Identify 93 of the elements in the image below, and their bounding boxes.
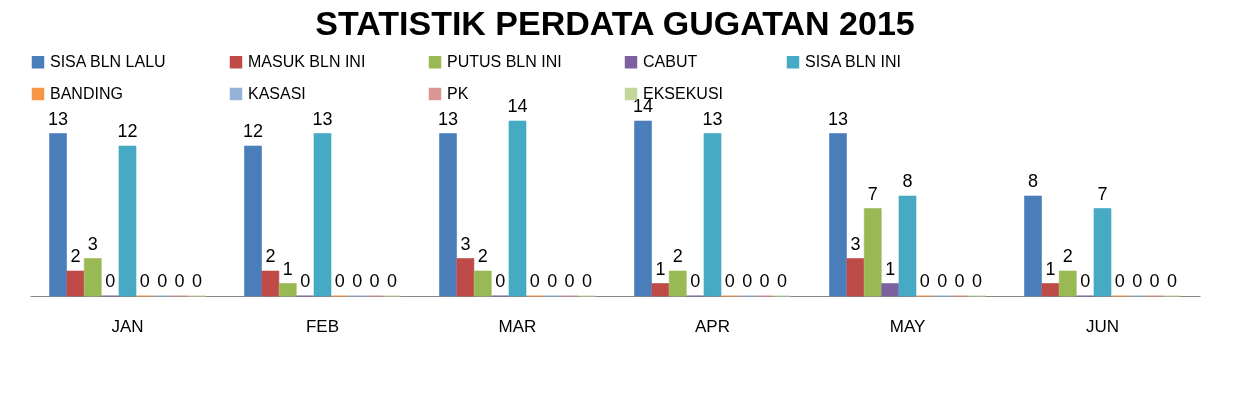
- data-label: 0: [742, 271, 753, 291]
- data-label: 0: [919, 271, 930, 291]
- data-label: 12: [117, 121, 138, 141]
- data-label: 2: [70, 246, 81, 266]
- bar: [881, 283, 899, 297]
- legend-label: MASUK BLN INI: [248, 53, 366, 71]
- x-tick-label: MAR: [498, 316, 537, 336]
- data-label: 0: [1166, 271, 1177, 291]
- data-label: 0: [690, 271, 701, 291]
- legend-label: BANDING: [50, 85, 123, 102]
- data-label: 0: [1149, 271, 1160, 291]
- data-label: 0: [547, 271, 558, 291]
- legend-label: PK: [447, 85, 469, 102]
- data-label: 0: [776, 271, 787, 291]
- data-label: 8: [902, 171, 913, 191]
- data-label: 0: [157, 271, 168, 291]
- bar: [1093, 208, 1112, 297]
- data-label: 0: [300, 271, 311, 291]
- data-label: 3: [850, 233, 861, 254]
- legend-label: SISA BLN LALU: [50, 53, 166, 71]
- bar: [261, 270, 280, 297]
- bar: [313, 133, 332, 297]
- data-label: 0: [334, 271, 345, 291]
- data-label: 13: [828, 108, 849, 129]
- data-label: 2: [265, 246, 276, 266]
- data-label: 2: [672, 246, 683, 266]
- data-label: 0: [1114, 271, 1125, 291]
- data-label: 0: [352, 271, 363, 291]
- bar: [456, 258, 475, 297]
- bar: [634, 120, 652, 297]
- data-label: 0: [1080, 271, 1091, 291]
- legend-label: KASASI: [248, 85, 306, 102]
- bar: [829, 133, 847, 297]
- x-tick-label: APR: [695, 316, 730, 336]
- data-label: 0: [724, 271, 735, 291]
- data-label: 0: [105, 271, 116, 291]
- data-label: 8: [1028, 171, 1039, 191]
- bar: [1041, 283, 1060, 297]
- data-label: 0: [971, 271, 982, 291]
- data-label: 0: [937, 271, 948, 291]
- data-label: 0: [495, 271, 506, 291]
- bar: [118, 145, 137, 297]
- data-label: 12: [243, 121, 264, 141]
- data-label: 13: [702, 108, 723, 129]
- bar: [83, 258, 102, 297]
- data-label: 3: [460, 233, 471, 254]
- legend-label: PUTUS BLN INI: [447, 53, 562, 71]
- data-label: 3: [87, 233, 98, 254]
- chart-title: STATISTIK PERDATA GUGATAN 2015: [315, 4, 915, 42]
- x-tick-label: MAY: [889, 316, 926, 336]
- bar: [244, 145, 262, 297]
- data-label: 0: [139, 271, 150, 291]
- data-label: 13: [312, 108, 333, 129]
- data-label: 2: [1062, 246, 1073, 266]
- bar: [49, 133, 67, 297]
- data-label: 0: [386, 271, 397, 291]
- bar: [863, 208, 882, 297]
- bar: [278, 283, 297, 297]
- data-label: 7: [867, 183, 878, 204]
- bar: [846, 258, 865, 297]
- data-label: 2: [477, 246, 488, 266]
- x-tick-label: JAN: [111, 316, 144, 336]
- data-label: 1: [885, 258, 896, 279]
- data-label: 0: [759, 271, 770, 291]
- legend-label: CABUT: [643, 53, 698, 71]
- data-label: 7: [1097, 183, 1108, 204]
- legend-label: SISA BLN INI: [805, 53, 902, 71]
- data-label: 0: [174, 271, 185, 291]
- bar: [1058, 270, 1077, 297]
- bar: [668, 270, 687, 297]
- data-label: 14: [507, 96, 528, 116]
- bar: [1024, 195, 1042, 297]
- data-label: 0: [369, 271, 380, 291]
- data-label: 0: [1132, 271, 1143, 291]
- bar: [473, 270, 492, 297]
- bar: [66, 270, 85, 297]
- data-label: 1: [1045, 258, 1056, 279]
- data-label: 1: [282, 258, 293, 279]
- bar: [898, 195, 917, 297]
- bar: [703, 133, 722, 297]
- data-label: 13: [438, 108, 459, 129]
- x-tick-label: FEB: [305, 316, 340, 336]
- bar: [508, 120, 527, 297]
- data-label: 0: [954, 271, 965, 291]
- bar: [651, 283, 670, 297]
- data-label: 0: [529, 271, 540, 291]
- data-label: 0: [191, 271, 202, 291]
- data-label: 0: [564, 271, 575, 291]
- bar: [439, 133, 457, 297]
- x-tick-label: JUN: [1085, 316, 1120, 336]
- data-label: 0: [581, 271, 592, 291]
- data-label: 1: [655, 258, 666, 279]
- data-label: 13: [48, 108, 69, 129]
